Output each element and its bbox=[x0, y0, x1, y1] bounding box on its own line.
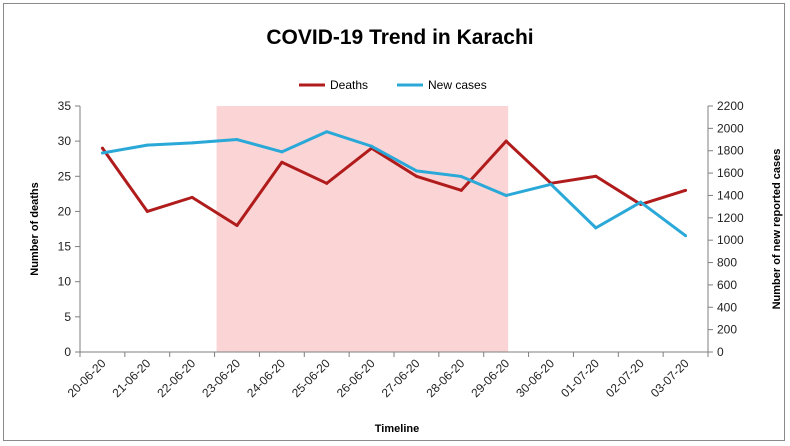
y-tick-label: 10 bbox=[58, 275, 72, 289]
data-point-new-cases bbox=[190, 141, 194, 145]
data-point-deaths bbox=[414, 174, 418, 178]
data-point-deaths bbox=[280, 160, 284, 164]
data-point-new-cases bbox=[100, 151, 104, 155]
y-tick-label: 15 bbox=[58, 240, 72, 254]
data-point-deaths bbox=[325, 181, 329, 185]
x-tick-label: 27-06-20 bbox=[379, 356, 423, 400]
x-tick-label: 21-06-20 bbox=[110, 356, 154, 400]
y2-tick-label: 1600 bbox=[717, 166, 744, 180]
y-tick-label: 25 bbox=[58, 169, 72, 183]
y2-tick-label: 800 bbox=[717, 256, 737, 270]
legend-label-new-cases: New cases bbox=[428, 78, 487, 92]
x-tick-label: 22-06-20 bbox=[154, 356, 198, 400]
x-tick-label: 03-07-20 bbox=[648, 356, 692, 400]
y2-tick-label: 200 bbox=[717, 323, 737, 337]
data-point-deaths bbox=[235, 223, 239, 227]
y2-tick-label: 600 bbox=[717, 278, 737, 292]
data-point-new-cases bbox=[549, 182, 553, 186]
y2-tick-label: 1800 bbox=[717, 144, 744, 158]
series-line-deaths bbox=[101, 139, 687, 227]
data-point-new-cases bbox=[370, 144, 374, 148]
x-tick-label: 02-07-20 bbox=[603, 356, 647, 400]
data-point-new-cases bbox=[594, 226, 598, 230]
data-point-new-cases bbox=[145, 143, 149, 147]
x-tick-label: 25-06-20 bbox=[289, 356, 333, 400]
y2-tick-label: 2200 bbox=[717, 99, 744, 113]
x-tick-label: 01-07-20 bbox=[558, 356, 602, 400]
data-point-new-cases bbox=[639, 200, 643, 204]
x-tick-label: 30-06-20 bbox=[513, 356, 557, 400]
y2-tick-label: 0 bbox=[717, 345, 724, 359]
data-point-new-cases bbox=[325, 130, 329, 134]
y2-tick-label: 1400 bbox=[717, 188, 744, 202]
y-tick-label: 5 bbox=[64, 310, 71, 324]
y-tick-label: 0 bbox=[64, 345, 71, 359]
x-axis-title: Timeline bbox=[375, 423, 419, 435]
legend: Deaths New cases bbox=[299, 78, 487, 92]
y2-tick-label: 2000 bbox=[717, 121, 744, 135]
data-point-new-cases bbox=[504, 193, 508, 197]
y-axis-title: Number of deaths bbox=[29, 182, 41, 276]
data-point-deaths bbox=[145, 209, 149, 213]
data-point-deaths bbox=[684, 188, 688, 192]
x-tick-label: 20-06-20 bbox=[65, 356, 109, 400]
y-tick-label: 30 bbox=[58, 134, 72, 148]
chart-title: COVID-19 Trend in Karachi bbox=[266, 26, 533, 49]
data-point-deaths bbox=[100, 146, 104, 150]
y2-axis-title: Number of new reported cases bbox=[771, 149, 783, 310]
data-point-deaths bbox=[459, 188, 463, 192]
y2-tick-label: 400 bbox=[717, 300, 737, 314]
y-tick-label: 35 bbox=[58, 99, 72, 113]
data-point-new-cases bbox=[414, 169, 418, 173]
series-layer bbox=[100, 130, 688, 238]
data-point-deaths bbox=[504, 139, 508, 143]
data-point-deaths bbox=[594, 174, 598, 178]
y-tick-label: 20 bbox=[58, 204, 72, 218]
x-tick-label: 24-06-20 bbox=[244, 356, 288, 400]
series-line-new-cases bbox=[102, 130, 687, 237]
x-tick-label: 28-06-20 bbox=[424, 356, 468, 400]
data-point-new-cases bbox=[235, 138, 239, 142]
x-tick-label: 23-06-20 bbox=[199, 356, 243, 400]
legend-label-deaths: Deaths bbox=[330, 78, 368, 92]
y2-tick-label: 1000 bbox=[717, 233, 744, 247]
data-point-new-cases bbox=[684, 234, 688, 238]
data-point-deaths bbox=[190, 195, 194, 199]
data-point-new-cases bbox=[280, 150, 284, 154]
x-tick-label: 26-06-20 bbox=[334, 356, 378, 400]
data-point-new-cases bbox=[459, 174, 463, 178]
y2-tick-label: 1200 bbox=[717, 211, 744, 225]
x-tick-label: 29-06-20 bbox=[468, 356, 512, 400]
